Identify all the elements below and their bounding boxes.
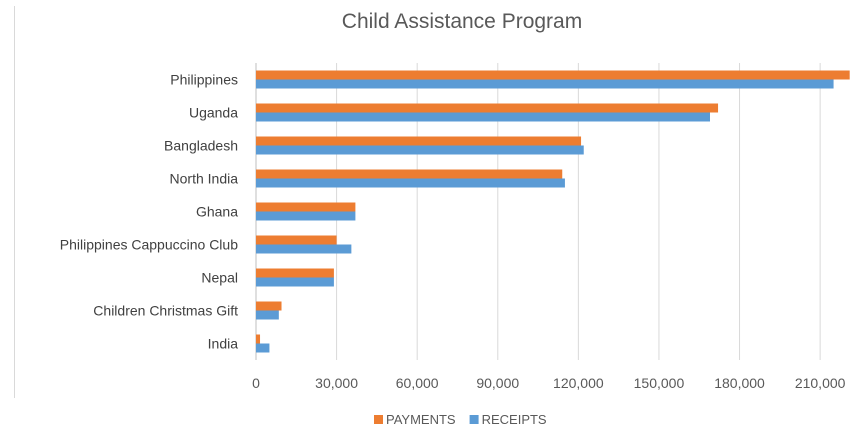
bars [256, 70, 850, 353]
category-label: North India [170, 171, 239, 187]
bar-payments [256, 235, 337, 245]
bar-payments [256, 268, 334, 278]
legend-label: RECEIPTS [482, 412, 547, 427]
bar-receipts [256, 211, 356, 221]
category-label: India [208, 336, 239, 352]
chart-title: Child Assistance Program [342, 10, 582, 33]
category-label: Philippines [170, 72, 238, 88]
x-tick-label: 30,000 [315, 375, 358, 391]
bar-receipts [256, 145, 584, 155]
category-labels: Philippines Uganda Bangladesh North India Gh… [60, 72, 238, 352]
bar-payments [256, 301, 282, 311]
bar-receipts [256, 112, 710, 122]
x-tick-label: 60,000 [396, 375, 439, 391]
legend-swatch-receipts [469, 415, 479, 424]
bar-receipts [256, 244, 352, 254]
bar-payments [256, 103, 719, 113]
x-tick-label: 120,000 [553, 375, 604, 391]
bar-payments [256, 169, 563, 179]
legend: PAYMENTS RECEIPTS [374, 412, 547, 427]
bar-payments [256, 202, 356, 212]
x-axis-ticks: 0 30,000 60,000 90,000 120,000 150,000 180,000… [252, 375, 846, 391]
bar-payments [256, 334, 261, 344]
category-label: Uganda [189, 105, 238, 121]
category-label: Children Christmas Gift [93, 303, 238, 319]
x-tick-label: 0 [252, 375, 260, 391]
bar-payments [256, 136, 582, 146]
bar-receipts [256, 178, 565, 188]
category-label: Nepal [201, 270, 238, 286]
bar-receipts [256, 79, 834, 89]
bar-payments [256, 70, 850, 80]
x-tick-label: 90,000 [476, 375, 519, 391]
category-label: Bangladesh [164, 138, 238, 154]
chart-area-border [14, 6, 15, 398]
x-tick-label: 210,000 [795, 375, 846, 391]
category-label: Ghana [196, 204, 238, 220]
x-tick-label: 150,000 [634, 375, 685, 391]
legend-swatch-payments [374, 415, 383, 424]
category-label: Philippines Cappuccino Club [60, 237, 238, 253]
legend-label: PAYMENTS [386, 412, 456, 427]
bar-receipts [256, 310, 279, 320]
bar-receipts [256, 343, 270, 353]
bar-receipts [256, 277, 334, 287]
x-tick-label: 180,000 [714, 375, 765, 391]
